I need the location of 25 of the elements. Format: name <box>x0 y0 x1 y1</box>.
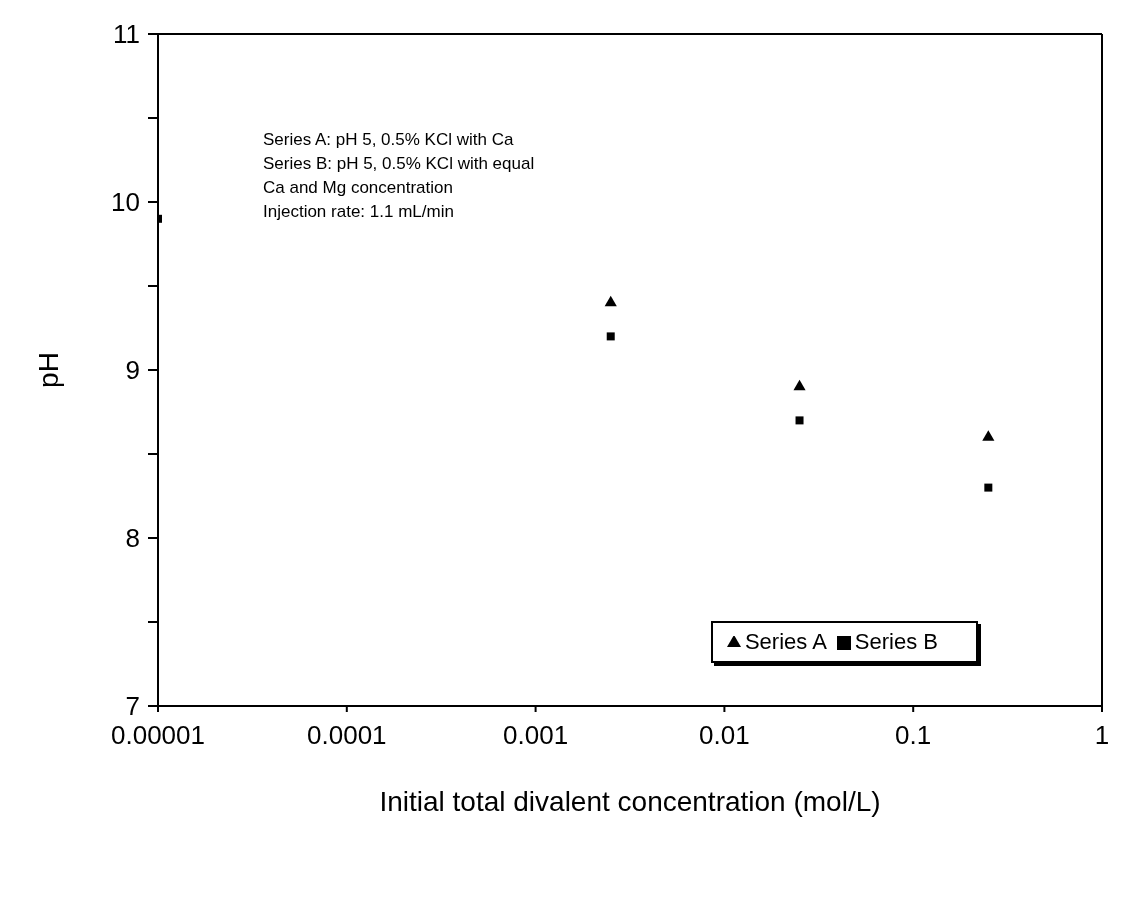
point <box>982 430 995 441</box>
point <box>984 483 993 492</box>
x-tick-label: 0.01 <box>699 720 750 751</box>
y-tick-label: 11 <box>113 19 140 50</box>
legend-label: Series A <box>744 629 827 654</box>
annotation: Series A: pH 5, 0.5% KCl with Ca <box>263 129 515 151</box>
y-tick-label: 8 <box>125 523 140 554</box>
y-tick-label: 10 <box>111 187 140 218</box>
point <box>795 416 804 425</box>
x-tick-label: 0.001 <box>503 720 569 751</box>
x-tick-label: 0.0001 <box>307 720 387 751</box>
annotation: Ca and Mg concentration <box>263 177 454 199</box>
legend-label: Series B <box>854 629 938 654</box>
point <box>604 295 617 307</box>
x-tick-label: 0.1 <box>895 720 932 751</box>
x-axis-title: Initial total divalent concentration (mol/L) <box>379 786 881 817</box>
y-axis-title: pH <box>32 352 64 388</box>
point <box>606 332 615 341</box>
x-tick-label: 1 <box>1094 720 1110 751</box>
annotation: Injection rate: 1.1 mL/min <box>263 201 455 223</box>
point <box>793 379 806 391</box>
x-tick-label: 0.00001 <box>111 720 205 751</box>
annotation: Series B: pH 5, 0.5% KCl with equal <box>263 153 535 175</box>
y-tick-label: 9 <box>125 355 140 386</box>
y-tick-label: 7 <box>125 691 140 722</box>
